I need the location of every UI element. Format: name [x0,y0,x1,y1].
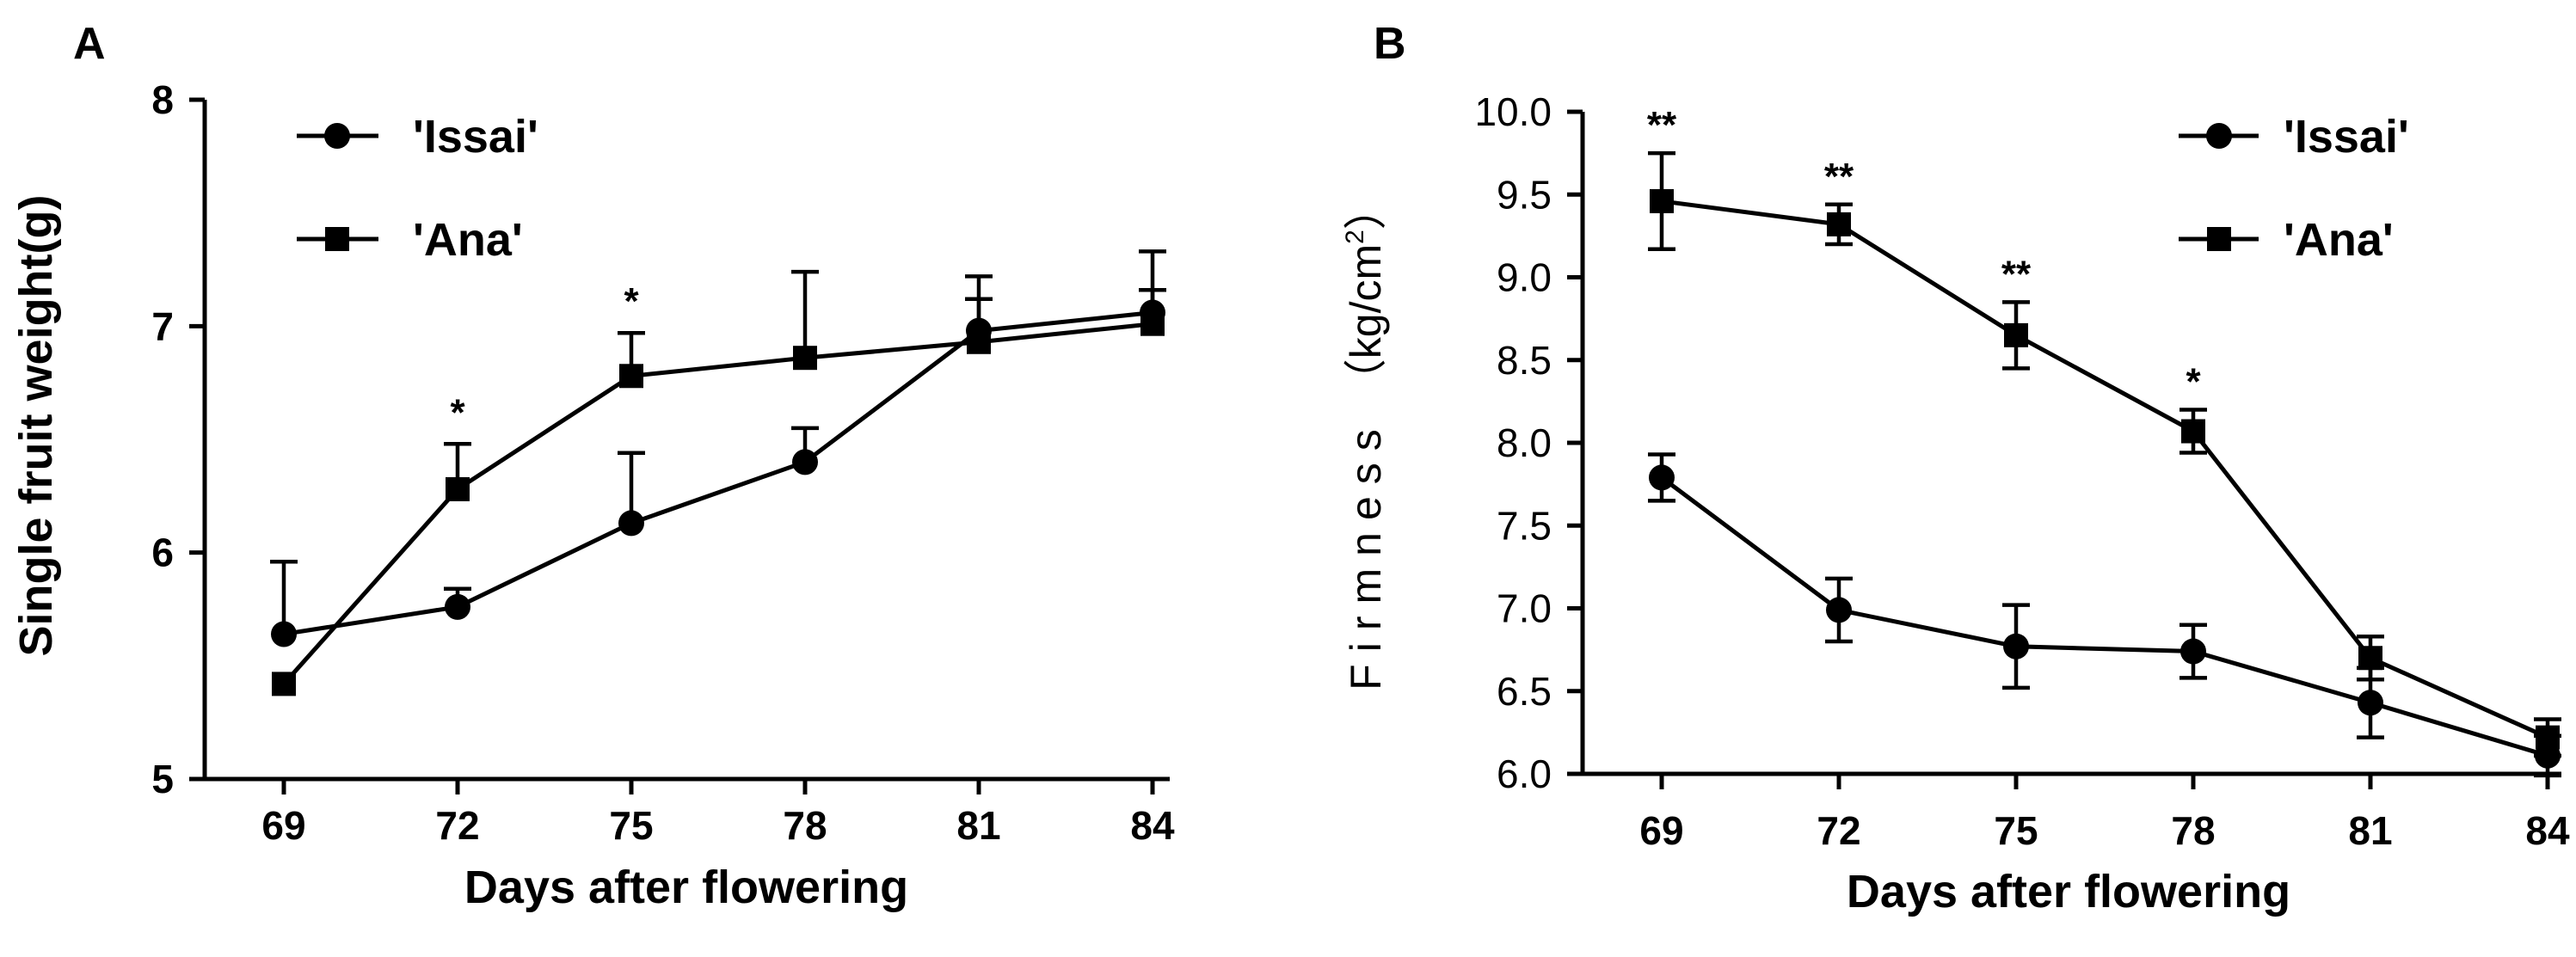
panel-b-y-axis-label: Firmness （kg/cm2） [1341,187,1390,690]
data-point-circle [1649,464,1675,491]
significance-marker: * [2186,361,2201,403]
panel-a-legend-issai-label: 'Issai' [413,111,538,163]
panel-a-legend-ana-label: 'Ana' [413,214,523,266]
significance-marker: ** [2001,253,2032,295]
y-tick-label: 6.5 [1497,669,1552,714]
data-point-square [2358,646,2382,671]
panel-a-series [270,249,1166,696]
panel-b-x-ticks: 69 72 75 78 81 84 [1639,774,2570,853]
panel-a-annotations: ** [450,280,639,433]
panel-a-y-ticks: 5 6 7 8 [151,77,205,801]
panel-b-legend-issai: 'Issai' [2179,111,2409,163]
panel-b-y-label-main: Firmness [1342,417,1390,690]
data-point-circle [618,510,644,537]
significance-marker: ** [1647,104,1677,146]
series-line-ana [282,322,1153,686]
panel-b-annotations: ******* [1647,104,2202,402]
x-tick-label: 81 [956,803,1000,848]
legend-square-marker [325,227,349,251]
y-tick-label: 9.5 [1497,172,1552,217]
panel-b-legend-issai-label: 'Issai' [2284,111,2409,163]
data-point-square [1650,188,1674,213]
series-line-issai [1660,475,2548,758]
y-tick-label: 7.5 [1497,503,1552,548]
legend-circle-marker [2206,123,2232,149]
data-point-circle [1826,597,1852,623]
panel-b-legend-ana: 'Ana' [2179,214,2394,266]
x-tick-label: 84 [1130,803,1175,848]
panel-a-x-axis-label: Days after flowering [464,862,908,913]
data-point-square [1140,311,1165,336]
significance-marker: * [450,391,465,433]
y-tick-label: 10.0 [1474,89,1552,134]
panel-a-x-ticks: 69 72 75 78 81 84 [261,779,1175,848]
y-tick-label: 6.0 [1497,751,1552,796]
y-tick-label: 6 [151,531,174,575]
data-point-circle [445,593,470,620]
data-point-circle [271,621,297,647]
series-line-issai [283,310,1153,636]
panel-b-y-label-superscript: 2 [1341,230,1369,244]
panel-b-series [1648,150,2561,778]
x-tick-label: 75 [1994,808,2038,853]
data-point-square [1827,212,1851,236]
significance-marker: ** [1824,156,1854,198]
series-ana [1648,150,2561,758]
panel-a-legend: 'Issai' 'Ana' [297,111,538,266]
data-point-square [619,364,643,389]
significance-marker: * [624,280,639,322]
data-point-square [2536,725,2560,750]
panel-a-y-axis-label: Single fruit weight(g) [10,195,62,657]
panel-b-legend: 'Issai' 'Ana' [2179,111,2409,266]
data-point-circle [2358,690,2383,716]
data-point-square [446,476,470,501]
x-tick-label: 81 [2348,808,2392,853]
data-point-square [967,329,991,354]
x-tick-label: 69 [1639,808,1683,853]
panel-b-legend-ana-label: 'Ana' [2284,214,2394,266]
y-tick-label: 7 [151,304,174,348]
x-tick-label: 69 [261,803,305,848]
y-tick-label: 8.0 [1497,420,1552,465]
x-tick-label: 78 [783,803,827,848]
panel-b-x-axis-label: Days after flowering [1847,866,2290,917]
panel-a-label: A [73,19,106,69]
x-tick-label: 75 [609,803,653,848]
data-point-circle [792,449,818,475]
data-point-square [2004,322,2028,347]
data-point-circle [2180,638,2206,665]
y-tick-label: 9.0 [1497,255,1552,300]
panel-b-label: B [1374,19,1406,69]
x-tick-label: 84 [2525,808,2570,853]
y-tick-label: 8.5 [1497,338,1552,383]
series-line-ana [1661,199,2549,739]
data-point-circle [2003,633,2029,659]
x-tick-label: 72 [435,803,479,848]
y-tick-label: 8 [151,77,174,122]
legend-square-marker [2207,227,2231,251]
x-tick-label: 78 [2171,808,2215,853]
series-issai [1648,452,2561,778]
series-ana [272,269,1166,696]
legend-circle-marker [324,123,350,149]
y-tick-label: 5 [151,757,174,801]
y-tick-label: 7.0 [1497,586,1552,631]
panel-b-y-label-unit: （kg/cm [1342,244,1390,402]
x-tick-label: 72 [1817,808,1860,853]
panel-b-y-label-close: ） [1342,187,1390,230]
panel-b-chart: B 6.0 6.5 7.0 7.5 8.0 8.5 9.0 9.5 10.0 69 72 75 78 8… [1341,19,2570,917]
panel-b-y-ticks: 6.0 6.5 7.0 7.5 8.0 8.5 9.0 9.5 10.0 [1474,89,1583,796]
data-point-square [272,672,296,696]
panel-a-legend-ana: 'Ana' [297,214,523,266]
data-point-square [793,346,817,371]
panel-a-legend-issai: 'Issai' [297,111,538,163]
series-issai [270,249,1166,647]
data-point-square [2181,419,2205,444]
